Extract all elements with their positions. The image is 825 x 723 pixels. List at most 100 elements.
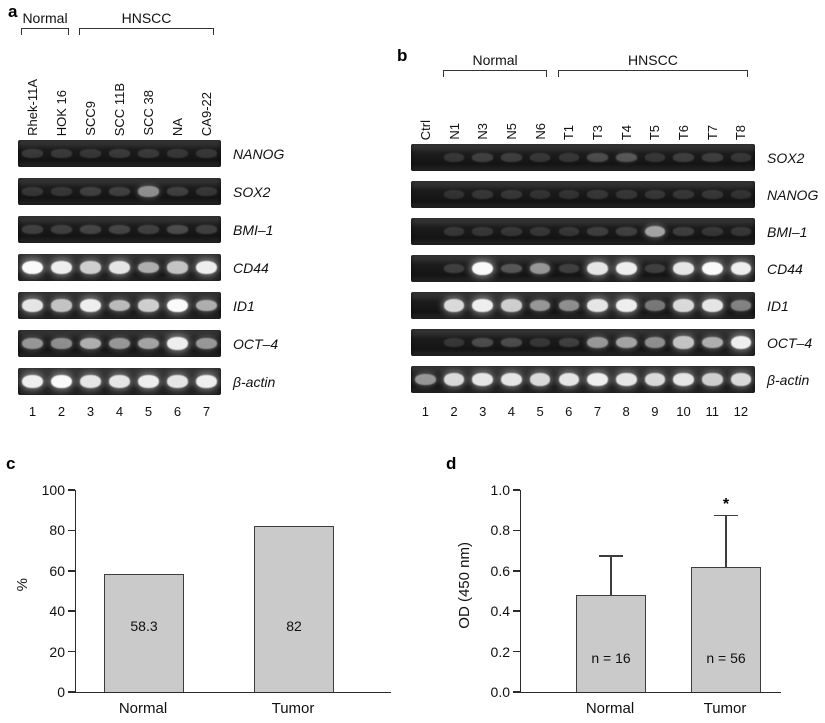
gel-band (22, 225, 43, 234)
panel-b-lane-numbers: 1 2 3 4 5 6 7 8 9 10 11 12 (411, 404, 755, 419)
gel-band (673, 153, 694, 162)
sample-group-normal: Normal (21, 10, 69, 35)
gel-strip (18, 368, 221, 395)
gel-band (472, 338, 494, 347)
gel-band (673, 372, 694, 387)
bar-value-label: n = 56 (706, 650, 746, 666)
lane-number: 6 (565, 404, 573, 419)
lane-number: 1 (421, 404, 429, 419)
y-tick-mark (68, 610, 75, 612)
lane-label: CA9-22 (192, 36, 221, 136)
gel-band (51, 260, 72, 275)
lane-label: SCC 11B (105, 36, 134, 136)
y-tick-mark (513, 650, 520, 653)
gel-strip (411, 366, 755, 393)
y-tick-mark (513, 529, 520, 532)
gel-band (196, 299, 217, 312)
panel-b-lane-labels: Ctrl N1 N3 N5 N6 T1 T3 T4 T5 T6 T7 T8 (411, 78, 755, 140)
gel-strip (18, 140, 221, 167)
gel-band (673, 227, 694, 236)
gene-label: BMI–1 (767, 223, 808, 240)
lane-number: 7 (202, 404, 211, 419)
lane-number: 8 (622, 404, 630, 419)
gel-band (472, 153, 494, 162)
gel-band (472, 298, 494, 313)
gel-band (80, 337, 101, 350)
gel-band (587, 298, 608, 313)
gene-label: ID1 (767, 297, 789, 314)
gel-band (529, 190, 551, 199)
gel-band (138, 374, 159, 389)
gel-band (472, 372, 494, 387)
gene-label: NANOG (233, 145, 285, 162)
sample-group-label: Normal (472, 52, 518, 68)
gel-band (529, 373, 551, 386)
gel-band (501, 299, 522, 312)
panel-b-group-brackets: Normal HNSCC (411, 52, 825, 82)
gel-band (167, 187, 188, 196)
gene-label: CD44 (233, 259, 269, 276)
gel-band (673, 299, 694, 312)
gel-band (80, 187, 101, 196)
gel-band (730, 190, 752, 199)
gel-band (167, 149, 188, 158)
error-bar-line (725, 516, 727, 567)
panel-a-gel: a Normal HNSCC Rhek-11A HOK 16 SCC9 SCC 11B S… (8, 2, 353, 442)
y-tick-label: 100 (41, 482, 65, 498)
gel-band (196, 260, 217, 275)
y-tick-label: 0.0 (490, 684, 510, 700)
panel-c-plot-area: 58.3 82 (75, 490, 391, 693)
gel-band (443, 373, 465, 386)
y-tick-mark (68, 570, 75, 572)
lane-number: 2 (57, 404, 66, 419)
gel-band (415, 374, 436, 385)
gene-label: β-actin (767, 371, 810, 388)
panel-b-letter: b (397, 46, 408, 65)
gene-label: OCT–4 (233, 335, 279, 352)
panel-d-letter: d (446, 454, 457, 473)
lane-label-text: SCC9 (83, 101, 98, 136)
panel-c-y-axis-label: % (14, 578, 31, 592)
gel-band (587, 337, 608, 348)
gel-band (730, 227, 752, 236)
panel-a-letter: a (8, 2, 18, 21)
gel-band (80, 298, 101, 313)
gel-band (644, 153, 666, 162)
gel-band (51, 374, 72, 389)
y-tick-mark (68, 650, 75, 653)
lane-label-text: SCC 38 (141, 90, 156, 136)
gene-label: SOX2 (767, 149, 805, 166)
significance-asterisk: * (722, 496, 730, 514)
gel-band (644, 300, 666, 311)
gel-strip (411, 329, 755, 356)
gel-band (22, 338, 43, 349)
lane-label-text: CA9-22 (199, 91, 214, 136)
x-axis-category-label: Normal (585, 700, 635, 717)
gel-band (730, 261, 752, 276)
lane-label: N5 (497, 78, 526, 140)
gel-band (443, 338, 465, 347)
gel-band (443, 227, 465, 236)
y-tick-mark (513, 570, 520, 572)
lane-label-text: Rhek-11A (25, 79, 40, 136)
gel-band (51, 149, 72, 158)
gel-band (644, 373, 666, 386)
gel-band (673, 261, 694, 276)
gel-band (501, 153, 522, 162)
gel-band (196, 338, 217, 349)
lane-label-text: T6 (676, 124, 692, 140)
gel-band (730, 153, 752, 162)
lane-label-text: N6 (532, 123, 548, 140)
gel-band (472, 190, 494, 199)
gel-band (196, 225, 217, 234)
sample-group-bracket (442, 70, 548, 77)
y-tick-label: 1.0 (490, 482, 510, 498)
gel-band (529, 263, 551, 274)
y-tick-label: 60 (49, 562, 65, 579)
gene-label: NANOG (767, 186, 819, 203)
gel-band (702, 298, 723, 313)
gel-band (501, 263, 522, 274)
lane-label: T5 (641, 78, 670, 140)
gel-band (615, 227, 637, 236)
gel-band (644, 190, 666, 199)
